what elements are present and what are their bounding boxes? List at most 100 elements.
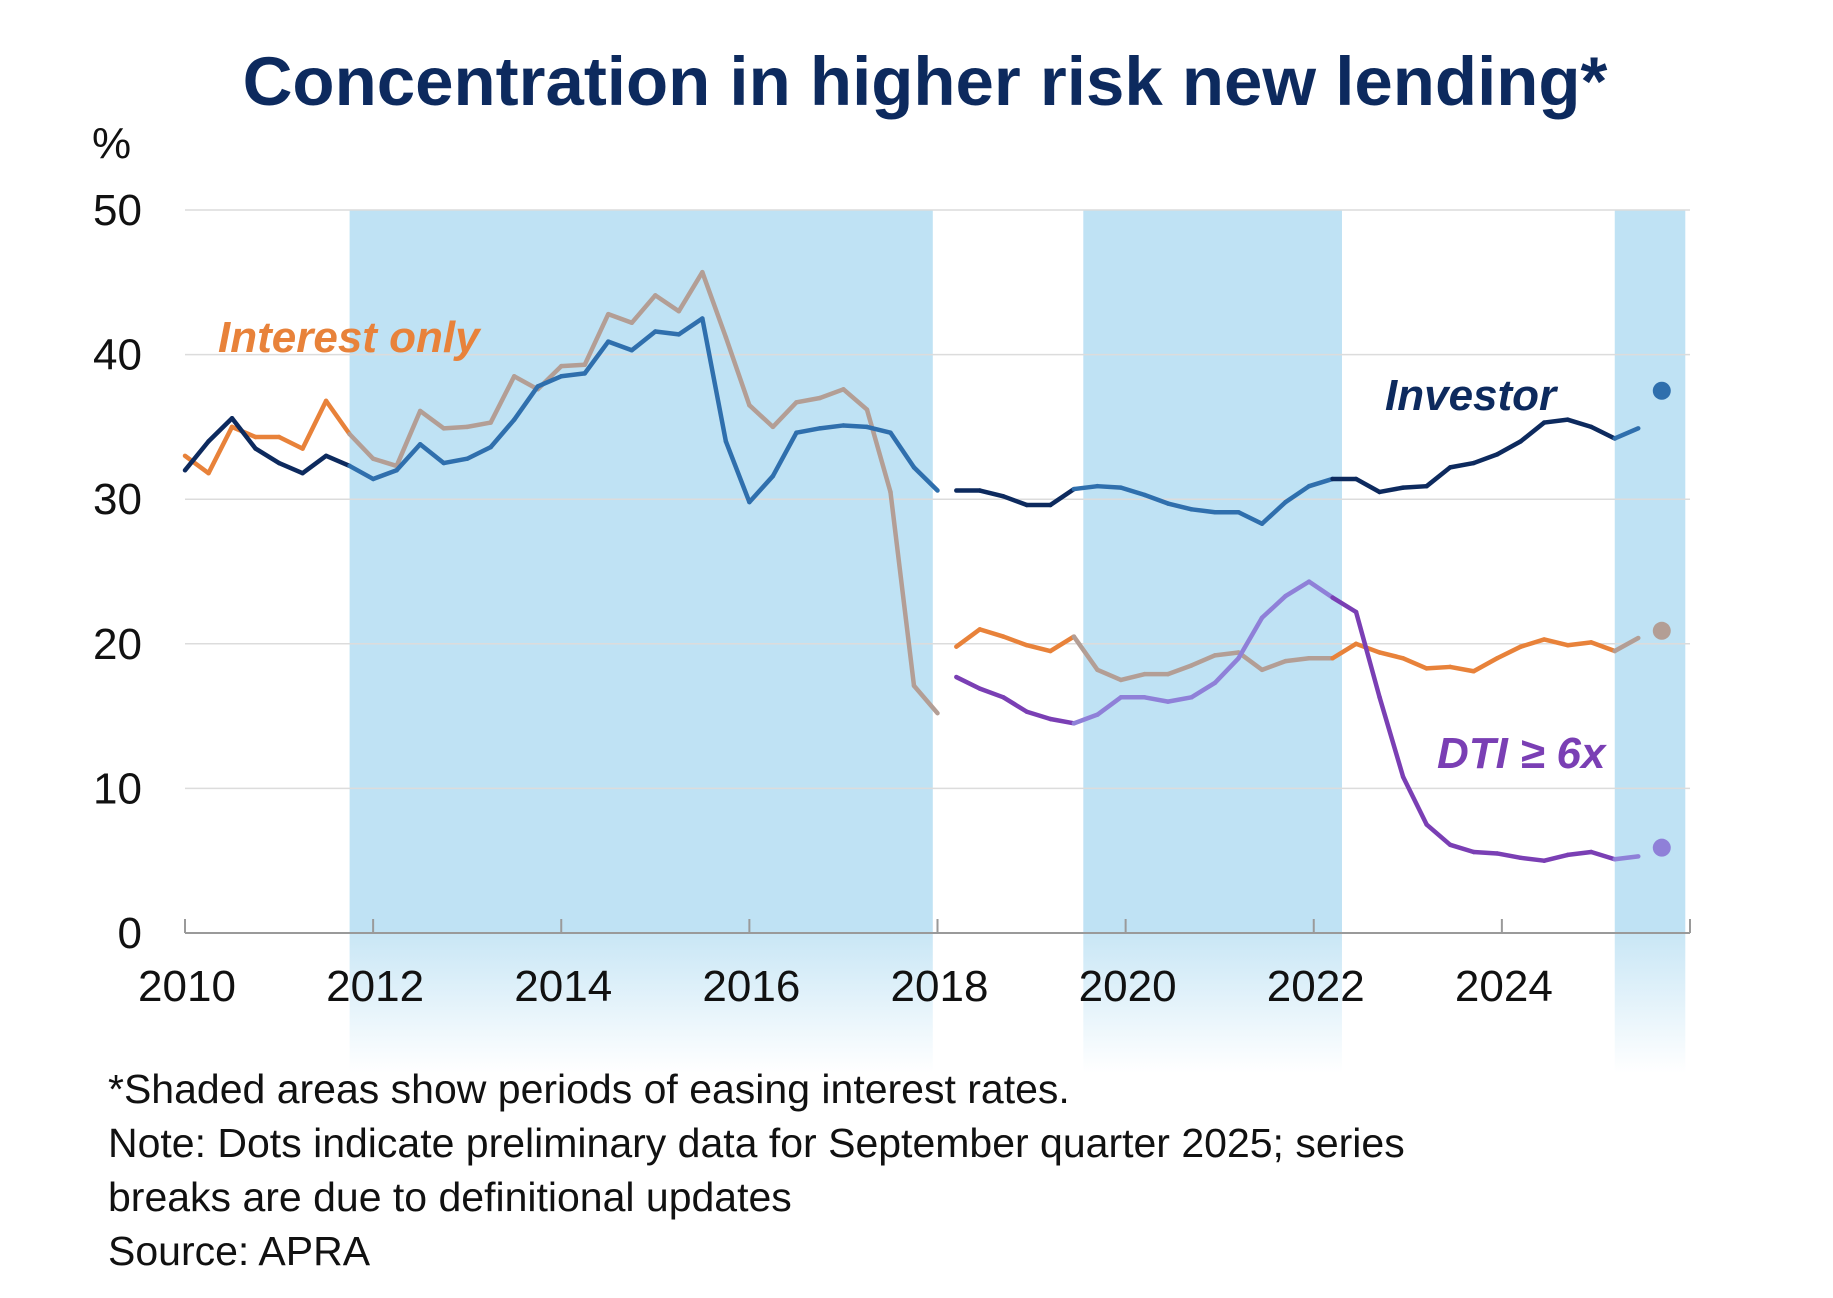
series-investor-seg-1-21	[653, 329, 682, 337]
series-interest-only-seg-1-26	[770, 400, 799, 430]
gridlines: 0 10 20 30 40 50	[93, 186, 1690, 958]
series-interest-only-seg-1-2	[206, 424, 235, 476]
series-investor-seg-1-18	[582, 339, 611, 376]
series-investor-seg-2-18	[1353, 476, 1382, 495]
series-investor-seg-2-21	[1424, 465, 1453, 489]
series-investor-seg-2-24	[1494, 439, 1523, 457]
series-interest-only-seg-1-21	[653, 293, 682, 314]
series-investor-seg-2-3	[1001, 494, 1030, 508]
series-investor-seg-1-9	[370, 468, 399, 482]
series-interest-only-seg-1-9	[370, 456, 399, 469]
series-investor-seg-1-13	[464, 444, 493, 461]
series-investor-seg-1-31	[888, 430, 917, 470]
dti-label: DTI ≥ 6x	[1437, 729, 1607, 778]
series-interest-only-seg-2-21	[1424, 664, 1453, 671]
x-tick-label-2022: 2022	[1267, 962, 1365, 1011]
series-investor-seg-1-20	[629, 329, 658, 353]
investor-label: Investor	[1385, 371, 1559, 420]
series-interest-only-seg-2-4	[1024, 642, 1053, 654]
preliminary-dot-interest-only	[1652, 621, 1671, 640]
series-interest-only-seg-2-10	[1165, 663, 1194, 677]
footnotes: *Shaded areas show periods of easing int…	[108, 1062, 1808, 1278]
series-interest-only-seg-2-12	[1212, 650, 1241, 658]
series-investor-seg-1-8	[347, 463, 376, 482]
series-investor-seg-1-25	[747, 473, 776, 505]
series-interest-only-seg-1-19	[606, 311, 635, 326]
y-tick-label-20: 20	[93, 620, 142, 669]
series-dti-6x-seg-1-15	[1283, 579, 1312, 599]
x-tick-label-2010: 2010	[138, 962, 236, 1011]
series-interest-only-seg-1-20	[629, 293, 658, 326]
series-interest-only-seg-2-24	[1494, 644, 1523, 661]
x-tick-label-2018: 2018	[891, 962, 989, 1011]
series-investor-seg-1-28	[817, 423, 846, 431]
series-investor-seg-2-25	[1518, 420, 1547, 444]
series-investor-seg-1-1	[182, 439, 211, 473]
series-investor-seg-2-19	[1377, 485, 1406, 495]
series-investor-seg-2-27	[1565, 417, 1594, 430]
series-investor-seg-1-29	[841, 423, 870, 430]
series-dti-6x-seg-1-29	[1612, 854, 1641, 862]
preliminary-dot-dti-6x	[1652, 838, 1671, 857]
series-interest-only-seg-2-25	[1518, 637, 1547, 649]
series-lines	[182, 269, 1641, 863]
series-interest-only-seg-1-23	[700, 269, 729, 340]
series-interest-only-seg-2-27	[1565, 640, 1594, 648]
series-investor-seg-1-17	[559, 371, 588, 379]
x-tick-label-2020: 2020	[1079, 962, 1177, 1011]
series-dti-6x-seg-1-9	[1142, 695, 1171, 704]
series-investor-seg-1-24	[723, 439, 752, 505]
series-interest-only-seg-1-1	[182, 453, 211, 476]
series-investor-seg-2-5	[1048, 486, 1077, 508]
series-investor-seg-2-28	[1588, 424, 1617, 441]
series-interest-only-seg-1-13	[464, 420, 493, 430]
series-interest-only-seg-1-22	[676, 269, 705, 314]
shaded-periods	[349, 210, 1686, 1073]
series-investor-seg-1-6	[300, 453, 329, 476]
series-investor-seg-2-20	[1400, 483, 1429, 490]
series-interest-only-seg-2-1	[954, 627, 983, 649]
shaded-period-fade-1	[349, 933, 933, 1073]
series-interest-only-seg-1-8	[347, 431, 376, 461]
x-tick-label-2012: 2012	[326, 962, 424, 1011]
shaded-period-fade-2	[1083, 933, 1342, 1073]
series-interest-only-seg-1-17	[559, 362, 588, 369]
series-interest-only-seg-1-6	[300, 398, 329, 451]
series-investor-seg-2-16	[1306, 476, 1335, 489]
series-dti-6x-seg-1-28	[1588, 849, 1617, 862]
axes: 2010 2012 2014 2016 2018 2020 2022 2024	[138, 919, 1691, 1011]
series-investor-seg-1-11	[417, 442, 446, 466]
series-investor-seg-1-10	[394, 442, 423, 473]
series-investor-seg-1-14	[488, 417, 517, 450]
series-dti-6x-seg-1-27	[1565, 849, 1594, 858]
series-investor-seg-2-7	[1095, 483, 1124, 490]
series-investor-seg-1-30	[864, 424, 893, 435]
series-interest-only-seg-1-28	[817, 387, 846, 401]
series-interest-only-seg-1-5	[276, 434, 305, 451]
series-interest-only-seg-2-28	[1588, 640, 1617, 654]
series-interest-only-seg-1-11	[417, 408, 446, 431]
series-dti-6x-seg-1-22	[1447, 842, 1476, 855]
footnote-note-line2: breaks are due to definitional updates	[108, 1174, 792, 1220]
series-interest-only-seg-2-26	[1541, 637, 1570, 648]
x-tick-label-2024: 2024	[1455, 962, 1553, 1011]
series-investor-seg-1-15	[511, 384, 540, 422]
x-tick-label-2014: 2014	[514, 962, 612, 1011]
series-dti-6x-seg-1-25	[1518, 855, 1547, 863]
series-interest-only-seg-1-24	[723, 334, 752, 408]
series-investor-seg-1-16	[535, 374, 564, 389]
series-investor-seg-2-9	[1142, 492, 1171, 506]
series-investor-seg-2-11	[1189, 507, 1218, 515]
series-investor-seg-1-23	[700, 316, 729, 444]
series-dti-6x-seg-1-1	[954, 674, 983, 691]
series-dti-6x-seg-1-19	[1377, 695, 1406, 780]
x-tick-label-2016: 2016	[702, 962, 800, 1011]
series-investor-seg-2-15	[1283, 483, 1312, 505]
series-dti-6x-seg-1-14	[1259, 593, 1288, 621]
interest-only-label: Interest only	[218, 313, 482, 362]
series-investor-seg-1-3	[229, 415, 258, 451]
series-investor-seg-1-4	[253, 446, 282, 466]
preliminary-dots	[1652, 381, 1671, 857]
series-investor-seg-1-27	[794, 426, 823, 435]
